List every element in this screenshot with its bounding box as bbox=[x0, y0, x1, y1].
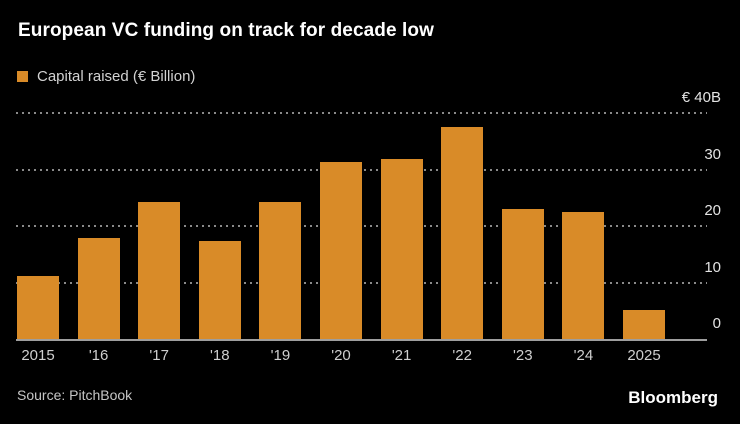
y-axis-tick-label: € 40B bbox=[681, 89, 721, 106]
chart-title: European VC funding on track for decade … bbox=[18, 20, 435, 41]
x-axis-tick-label: 2015 bbox=[21, 347, 55, 364]
source-note: Source: PitchBook bbox=[17, 387, 133, 403]
bar-19 bbox=[259, 201, 302, 339]
y-gridline bbox=[16, 112, 707, 114]
bar-series bbox=[0, 113, 740, 339]
x-axis-line bbox=[16, 339, 707, 341]
bar-23 bbox=[501, 208, 544, 339]
x-axis-tick-label: '19 bbox=[270, 347, 291, 364]
bar-24 bbox=[562, 212, 605, 339]
x-axis-tick-label: '22 bbox=[452, 347, 472, 364]
y-axis-tick-label: 30 bbox=[704, 145, 721, 163]
y-axis-tick-label: 0 bbox=[712, 315, 721, 332]
x-axis-tick-label: 2025 bbox=[627, 347, 661, 364]
legend-swatch-icon bbox=[17, 71, 28, 82]
x-axis-tick-label: '21 bbox=[391, 347, 412, 364]
bloomberg-logo: Bloomberg bbox=[628, 388, 718, 407]
legend-label: Capital raised (€ Billion) bbox=[37, 68, 196, 85]
bar-2015 bbox=[17, 275, 59, 339]
bar-17 bbox=[138, 202, 181, 339]
x-axis-tick-label: '18 bbox=[210, 347, 230, 364]
bar-2025 bbox=[623, 309, 665, 339]
x-axis-tick-label: '20 bbox=[331, 347, 351, 364]
x-axis-tick-label: '24 bbox=[573, 347, 594, 364]
x-axis-tick-label: '23 bbox=[513, 347, 533, 364]
y-axis-tick-label: 10 bbox=[704, 258, 721, 276]
x-axis-tick-label: '16 bbox=[88, 347, 109, 364]
bar-20 bbox=[320, 162, 362, 339]
bar-22 bbox=[441, 127, 484, 339]
bar-16 bbox=[77, 238, 120, 339]
bar-18 bbox=[198, 240, 241, 339]
y-axis-tick-label: 20 bbox=[704, 202, 721, 219]
x-axis-tick-label: '17 bbox=[149, 347, 169, 364]
legend: Capital raised (€ Billion) bbox=[17, 68, 195, 85]
bar-21 bbox=[380, 158, 423, 339]
